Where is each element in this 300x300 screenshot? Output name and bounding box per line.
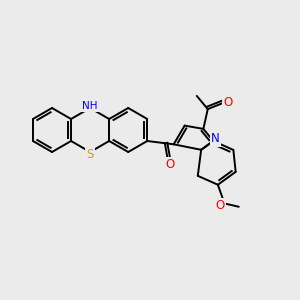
Text: O: O	[166, 158, 175, 171]
Text: S: S	[86, 148, 94, 160]
Text: O: O	[216, 199, 225, 212]
Text: NH: NH	[82, 101, 98, 111]
Text: N: N	[211, 133, 220, 146]
Text: O: O	[224, 96, 233, 109]
